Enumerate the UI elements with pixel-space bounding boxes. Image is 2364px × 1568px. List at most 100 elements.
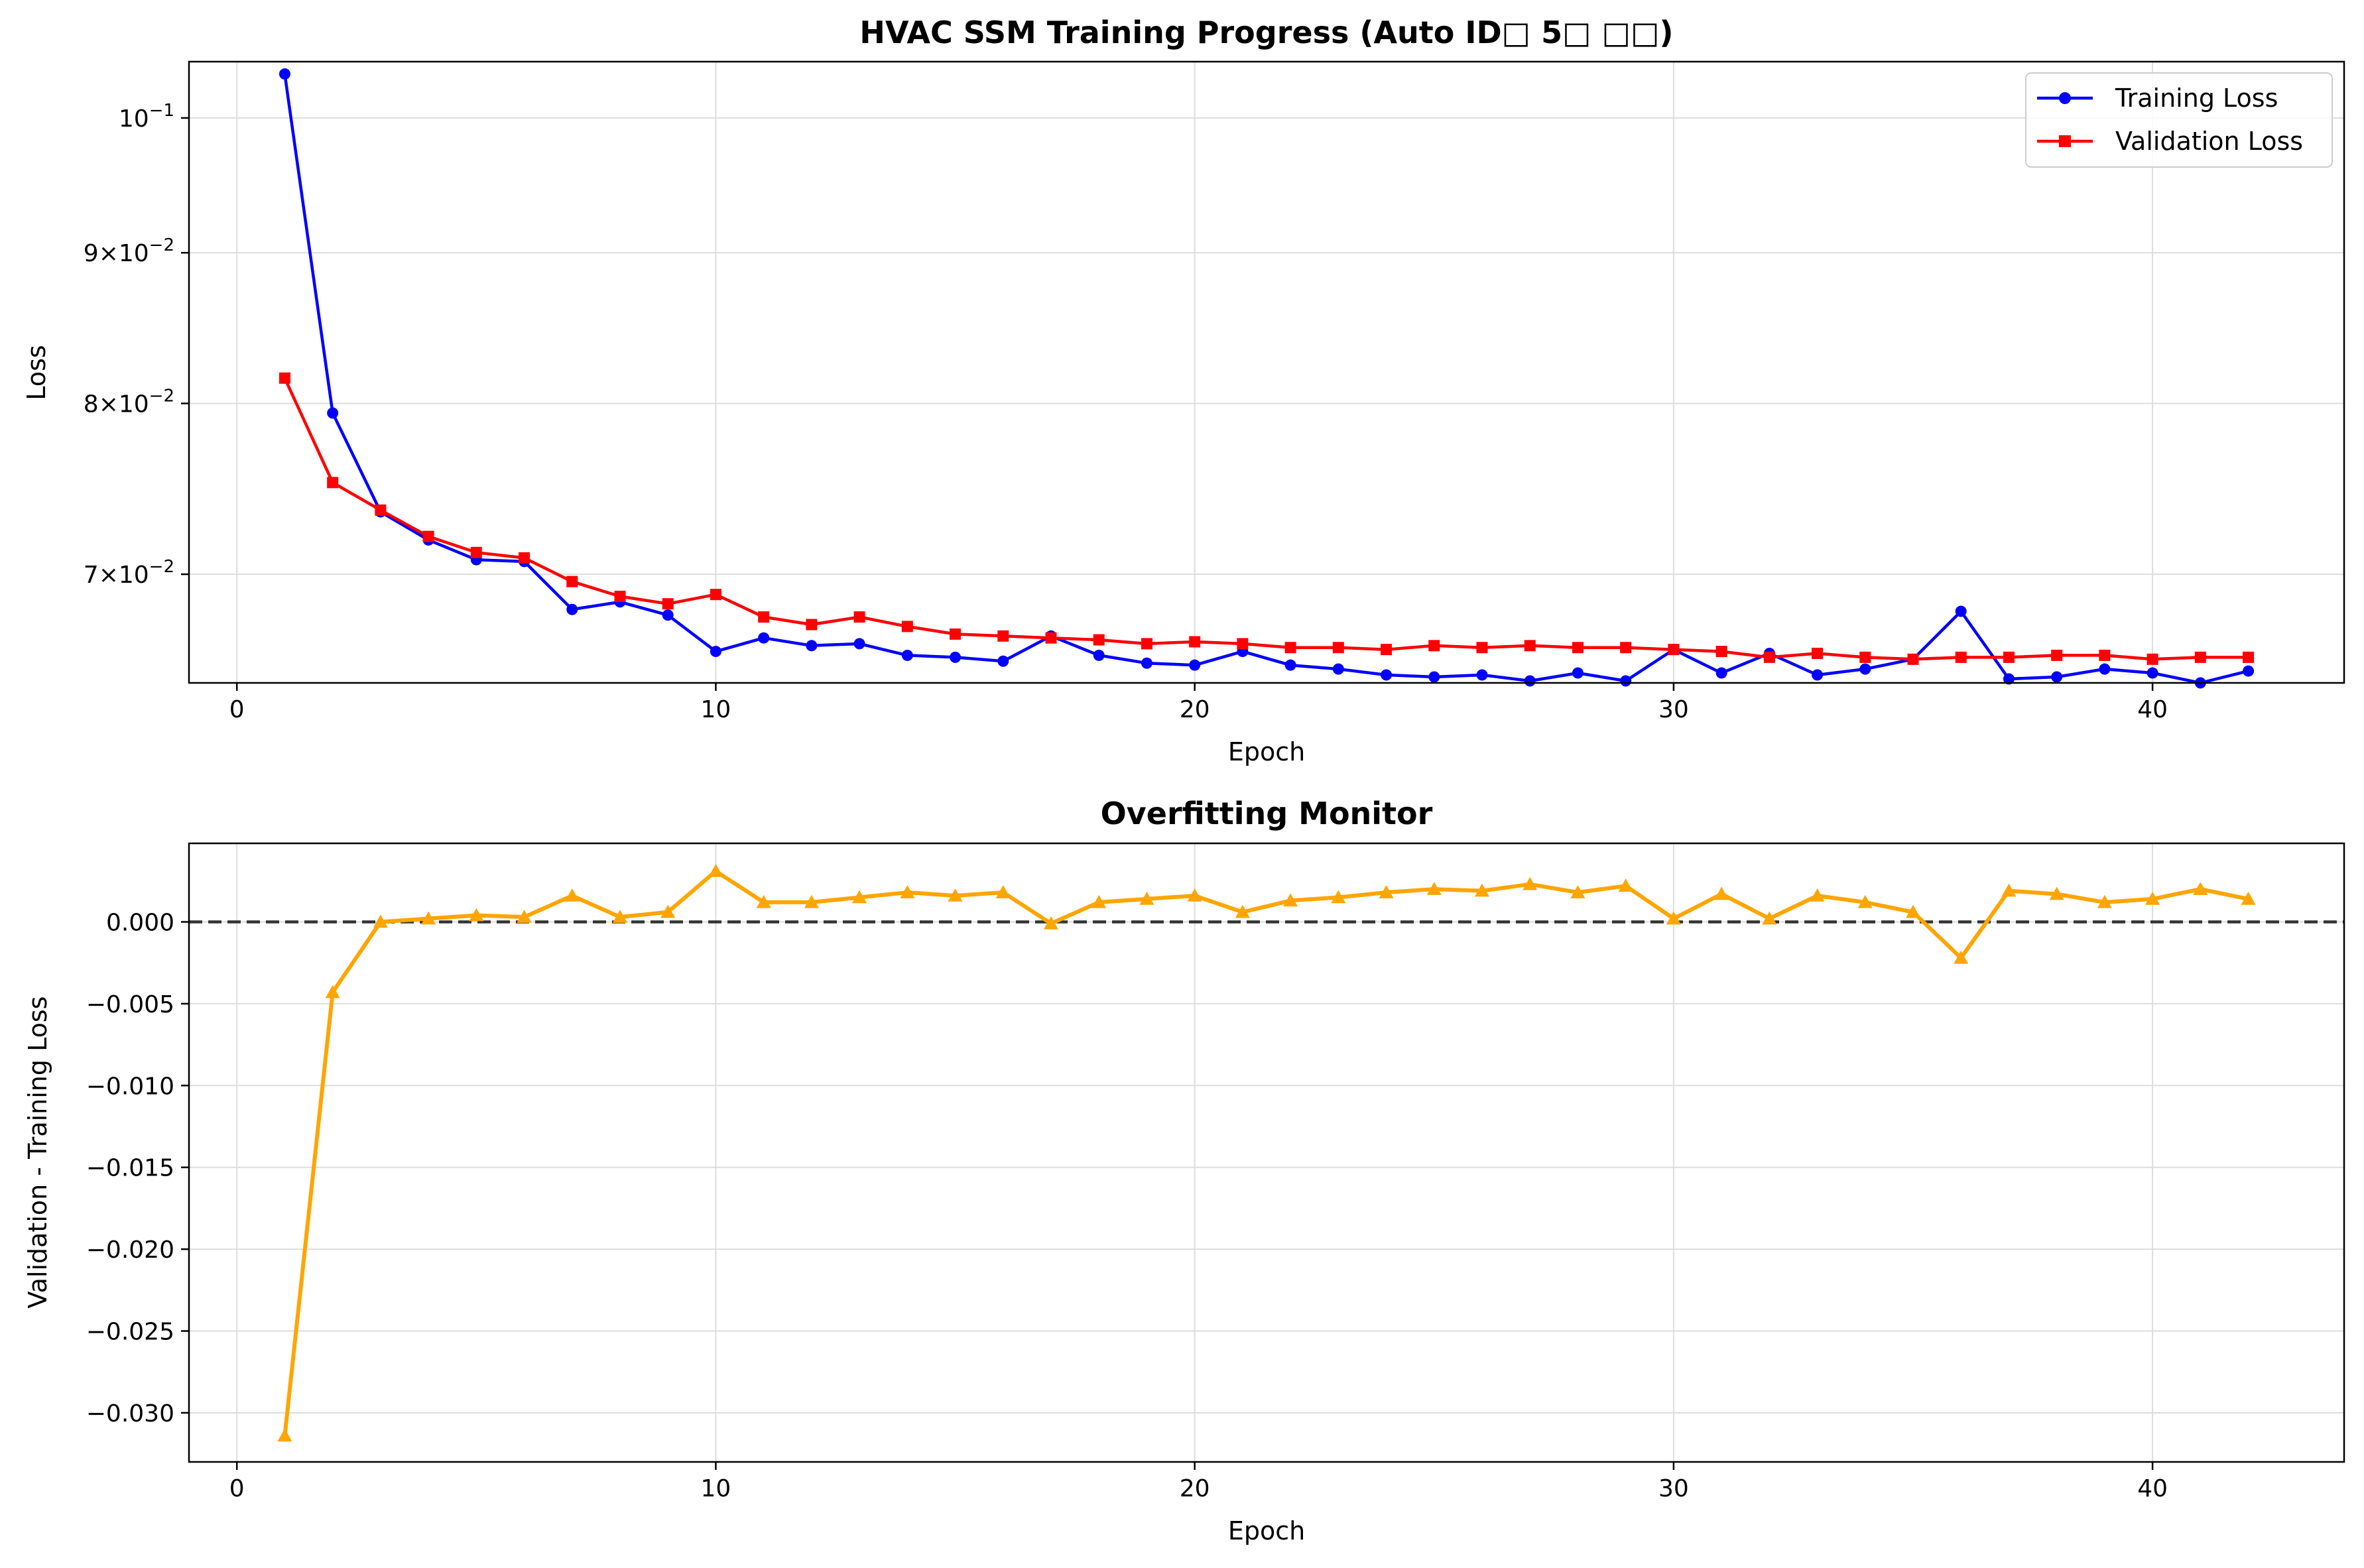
validation-minus-training-point xyxy=(2145,891,2160,905)
training-loss-point xyxy=(1955,605,1967,617)
validation-loss-point xyxy=(1812,648,1824,660)
validation-loss-point xyxy=(997,630,1009,642)
training-loss-point xyxy=(2003,673,2015,685)
overfitting-chart-y-ticks: 0.000 −0.005 −0.010 −0.015 −0.020 −0.025 −0.03… xyxy=(86,909,189,1427)
validation-minus-training-point xyxy=(2241,891,2256,905)
loss-x-tick-label: 30 xyxy=(1658,696,1689,723)
training-loss-point xyxy=(1812,669,1824,681)
training-loss-point xyxy=(2099,663,2111,675)
overfitting-chart-title: Overfitting Monitor xyxy=(1101,796,1433,831)
loss-x-tick-label: 20 xyxy=(1180,696,1210,723)
validation-loss-point xyxy=(1189,636,1201,648)
loss-chart-grid xyxy=(189,62,2344,683)
overfit-x-tick-label: 30 xyxy=(1658,1475,1689,1502)
validation-minus-training-point xyxy=(1044,916,1058,930)
training-loss-point xyxy=(1381,669,1393,681)
validation-loss-point xyxy=(375,504,387,516)
validation-loss-point xyxy=(1620,642,1632,654)
validation-loss-point xyxy=(1141,638,1152,650)
overfit-y-tick-label: −0.010 xyxy=(86,1073,174,1100)
validation-loss-point xyxy=(1284,642,1296,654)
training-loss-point xyxy=(710,646,721,658)
training-loss-point xyxy=(1620,675,1632,687)
validation-loss-point xyxy=(566,575,578,587)
overfitting-chart-y-axis-label: Validation - Training Loss xyxy=(23,996,52,1309)
training-loss-point xyxy=(758,632,770,644)
loss-x-tick-label: 40 xyxy=(2137,696,2168,723)
legend-validation-marker xyxy=(2059,135,2071,147)
loss-chart-frame xyxy=(188,60,2345,684)
training-loss-point xyxy=(1476,669,1488,681)
loss-y-tick-label: 8×10−2 xyxy=(84,386,174,418)
loss-chart-y-ticks: 7×10−2 8×10−2 9×10−2 10−1 xyxy=(84,101,189,589)
validation-loss-point xyxy=(422,530,434,542)
validation-loss-point xyxy=(901,621,913,633)
validation-minus-training-point xyxy=(421,911,436,925)
validation-loss-point xyxy=(1524,640,1536,652)
validation-minus-training-point xyxy=(1570,885,1586,898)
loss-chart-y-axis-label: Loss xyxy=(22,345,51,400)
loss-chart-x-ticks: 0 10 20 30 40 xyxy=(229,683,2168,723)
validation-loss-point xyxy=(1859,651,1871,663)
overfitting-chart-frame xyxy=(188,842,2345,1463)
validation-loss-point xyxy=(1093,634,1105,646)
training-loss-point xyxy=(327,407,339,419)
validation-minus-training-point xyxy=(373,914,388,928)
training-loss-line xyxy=(283,74,2249,685)
validation-minus-training-point xyxy=(1666,911,1681,925)
training-loss-point xyxy=(662,609,674,621)
validation-loss-point xyxy=(279,372,290,384)
validation-loss-point xyxy=(2194,651,2206,663)
validation-minus-training-point xyxy=(852,890,867,904)
validation-loss-point xyxy=(1045,632,1057,644)
validation-loss-point xyxy=(662,598,674,610)
validation-minus-training-point xyxy=(325,985,340,998)
training-loss-point xyxy=(1524,675,1536,687)
overfit-y-tick-label: −0.030 xyxy=(86,1400,174,1427)
validation-loss-point xyxy=(1332,642,1344,654)
legend-box xyxy=(2025,72,2333,168)
validation-loss-point xyxy=(470,546,482,558)
validation-loss-point xyxy=(710,589,721,601)
validation-loss-point xyxy=(950,628,962,640)
overfit-y-tick-label: −0.020 xyxy=(86,1236,174,1264)
training-loss-point xyxy=(997,655,1009,667)
validation-minus-training-point xyxy=(469,908,484,922)
validation-minus-training-point xyxy=(613,910,627,923)
loss-x-tick-label: 10 xyxy=(701,696,731,723)
validation-loss-point xyxy=(1907,653,1919,665)
validation-minus-training-point xyxy=(1091,894,1107,908)
validation-minus-training-point xyxy=(1331,890,1346,904)
training-loss-point xyxy=(1428,671,1440,683)
loss-y-tick-label: 7×10−2 xyxy=(84,557,174,589)
validation-loss-point xyxy=(2003,651,2015,663)
loss-y-tick-label: 10−1 xyxy=(119,101,174,133)
validation-minus-training-point xyxy=(804,894,819,908)
training-loss-point xyxy=(2146,667,2158,679)
validation-minus-training-point xyxy=(1139,891,1154,905)
validation-loss-point xyxy=(1476,642,1488,654)
loss-chart: HVAC SSM Training Progress (Auto ID□ 5□ … xyxy=(22,15,2345,766)
overfit-x-tick-label: 40 xyxy=(2137,1475,2168,1502)
loss-chart-title: HVAC SSM Training Progress (Auto ID□ 5□ … xyxy=(859,15,1673,50)
training-loss-point xyxy=(901,649,913,661)
validation-loss-point xyxy=(614,590,626,602)
overfit-x-tick-label: 0 xyxy=(229,1475,245,1502)
loss-chart-x-axis-label: Epoch xyxy=(1228,737,1305,766)
validation-loss-line xyxy=(283,377,2249,661)
training-loss-point xyxy=(1332,663,1344,675)
validation-minus-training-point xyxy=(900,885,915,898)
validation-minus-training-point xyxy=(2049,886,2064,900)
validation-minus-training-point xyxy=(995,885,1011,898)
validation-loss-point xyxy=(2051,649,2063,661)
overfit-x-tick-label: 10 xyxy=(701,1475,731,1502)
training-loss-point xyxy=(1189,659,1201,671)
validation-minus-training-point xyxy=(1523,876,1538,890)
training-loss-point xyxy=(1284,659,1296,671)
loss-x-tick-label: 0 xyxy=(229,696,245,723)
validation-minus-training-point xyxy=(277,1428,292,1442)
validation-loss-point xyxy=(2146,653,2158,665)
validation-minus-training-point xyxy=(1618,878,1633,892)
